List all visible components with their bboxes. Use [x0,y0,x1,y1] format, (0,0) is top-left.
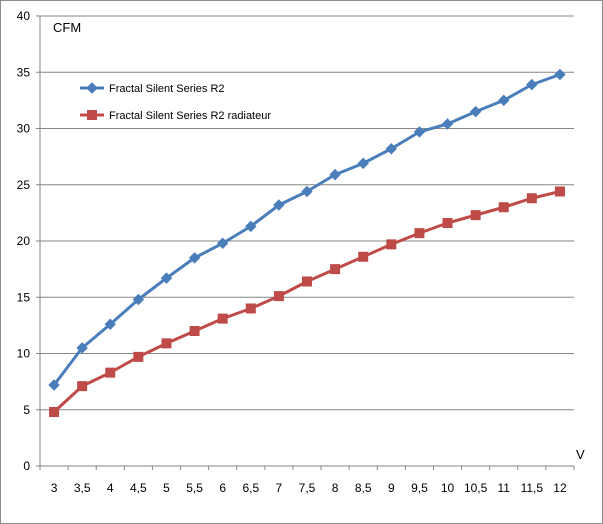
legend-label-1: Fractal Silent Series R2 radiateur [109,110,271,122]
x-tick-label-11: 8,5 [355,481,372,495]
data-point-0-16 [498,94,510,107]
gridlines [40,15,574,411]
data-point-0-18 [554,68,566,81]
data-point-1-3 [133,351,144,362]
series-0 [48,68,566,391]
data-point-0-12 [385,143,398,155]
data-point-0-11 [357,157,369,170]
data-point-1-11 [358,251,369,262]
data-point-1-9 [302,276,312,287]
legend-marker-0 [86,82,98,94]
x-tick-label-15: 10,5 [464,481,488,495]
data-point-1-15 [470,210,481,221]
x-tick-label-12: 9 [388,481,395,495]
y-tick-label-4: 20 [17,234,31,248]
data-point-1-8 [273,291,284,302]
data-point-1-16 [498,202,509,213]
series-1 [49,186,565,417]
data-point-1-4 [161,338,172,349]
data-point-1-14 [442,218,453,228]
y-axis-label: CFM [53,20,81,35]
data-point-1-6 [217,313,228,324]
x-axis-label: V [576,447,585,462]
y-tick-label-8: 40 [17,9,31,23]
data-point-1-2 [105,367,116,378]
x-tick-label-1: 3,5 [74,481,91,495]
legend: Fractal Silent Series R2 Fractal Silent S… [80,82,271,122]
data-point-0-7 [245,220,257,233]
data-point-1-5 [189,326,200,336]
x-tick-label-4: 5 [163,481,170,495]
data-point-1-17 [526,193,537,204]
series-layer [48,68,566,417]
x-tick-label-2: 4 [107,481,114,495]
x-tick-label-7: 6,5 [242,481,259,495]
x-tick-label-13: 9,5 [411,481,428,495]
x-tick-label-18: 12 [553,481,567,495]
data-point-0-3 [132,293,145,306]
y-tick-label-2: 10 [17,347,31,361]
data-point-1-18 [554,186,565,197]
series-line-1 [53,190,561,414]
data-point-1-0 [49,407,60,417]
data-point-0-0 [48,379,60,391]
y-tick-label-6: 30 [17,122,31,136]
data-point-1-13 [414,228,425,239]
data-point-0-8 [273,199,285,211]
x-tick-label-8: 7 [276,481,283,495]
data-point-0-15 [469,105,482,118]
data-point-1-7 [245,303,256,314]
data-point-0-6 [216,237,229,249]
x-tick-label-3: 4,5 [130,481,147,495]
data-point-1-10 [330,264,341,275]
data-point-0-10 [329,168,341,181]
data-point-0-5 [188,252,201,264]
y-tick-label-1: 5 [23,403,30,417]
x-tick-label-14: 10 [441,481,455,495]
y-axis-ticks: 0 5 10 15 20 25 30 35 40 [17,9,40,473]
x-tick-label-5: 5,5 [186,481,203,495]
data-point-0-17 [526,78,538,91]
y-tick-label-3: 15 [17,290,31,304]
y-tick-label-7: 35 [17,65,31,79]
x-axis-ticks: 3 3,5 4 4,5 5 5,5 6 6,5 7 7,5 8 8,5 9 9,5 10 10,5 11 11,5… [39,466,575,495]
data-point-0-1 [76,342,88,354]
data-point-0-14 [441,118,454,130]
legend-item-0: Fractal Silent Series R2 [80,82,225,95]
x-tick-label-16: 11 [498,481,511,495]
data-point-0-13 [413,126,426,138]
y-tick-label-0: 0 [23,459,30,473]
x-tick-label-0: 3 [51,481,58,495]
x-tick-label-6: 6 [219,481,226,495]
data-point-0-2 [104,318,116,330]
x-tick-label-17: 11,5 [521,481,544,495]
x-tick-label-10: 8 [332,481,339,495]
legend-label-0: Fractal Silent Series R2 [109,83,225,95]
data-point-0-9 [301,185,313,198]
legend-marker-1 [87,110,97,120]
y-tick-label-5: 25 [17,178,31,192]
x-tick-label-9: 7,5 [299,481,316,495]
data-point-0-4 [160,272,173,284]
legend-item-1: Fractal Silent Series R2 radiateur [80,110,271,122]
data-point-1-12 [386,239,397,250]
data-point-1-1 [77,381,88,392]
